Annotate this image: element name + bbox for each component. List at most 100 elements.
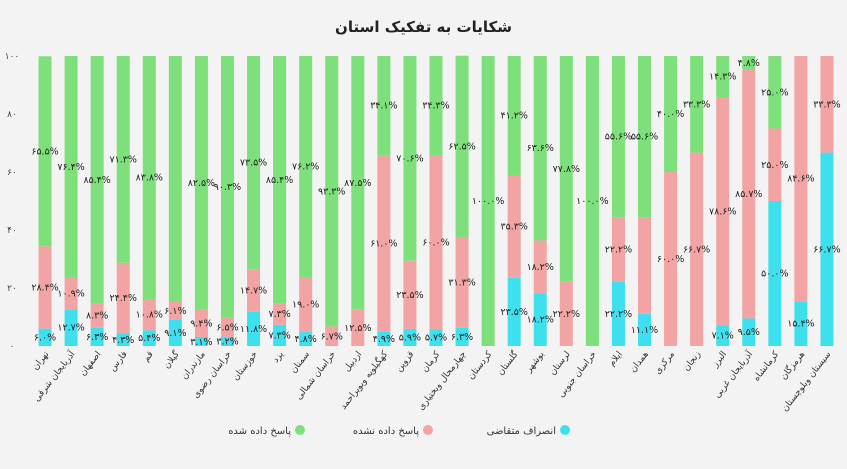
data-label: ۱۸.۲% [527, 262, 554, 273]
data-label: ۶۵.۵% [31, 146, 58, 157]
data-label: ۹۰.۳% [214, 182, 241, 193]
data-label: ۳۴.۳% [422, 101, 449, 112]
bar-segment [742, 56, 756, 70]
data-label: ۵.۴% [138, 333, 160, 344]
x-tick-label: گیلان [161, 348, 183, 371]
data-label: ۶.۳% [86, 332, 108, 343]
data-label: ۱۱.۸% [240, 324, 267, 335]
x-tick-label: همدان [628, 350, 651, 375]
bar-segment [325, 56, 339, 327]
bar-segment [820, 152, 834, 346]
data-label: ۵۵.۶% [605, 132, 632, 143]
x-tick-label: زنجان [682, 350, 703, 374]
bar-segment [690, 152, 704, 346]
data-label: ۸۳.۸% [136, 173, 163, 184]
data-label: ۶.۰% [34, 332, 56, 343]
data-label: ۶۶.۷% [813, 244, 840, 255]
data-label: ۷۸.۶% [709, 206, 736, 217]
bar-segment [611, 56, 625, 218]
data-label: ۶.۱% [164, 306, 186, 317]
bar-segment [481, 56, 495, 346]
x-tick-label: بوشهر [523, 350, 546, 376]
bar-segment [194, 337, 208, 346]
y-tick-label: ۲۰ [7, 284, 17, 294]
y-tick-label: ۴۰ [7, 226, 17, 236]
bar-segment [429, 329, 443, 346]
data-label: ۹.۴% [190, 318, 212, 329]
bar-segment [533, 56, 547, 241]
data-label: ۲۵.۰% [761, 160, 788, 171]
bar-segment [116, 262, 130, 334]
bar-segment [611, 217, 625, 282]
bar-segment [533, 293, 547, 346]
bar-segment [90, 327, 104, 346]
y-tick-label: ۰ [10, 342, 15, 352]
legend-marker [560, 425, 570, 435]
x-tick-label: البرز [710, 350, 729, 371]
bar-segment [559, 281, 573, 346]
bar-segment [273, 324, 287, 346]
x-tick-label: اصفهان [78, 350, 103, 378]
bars [38, 55, 834, 346]
x-tick-label: خوزستان [231, 350, 260, 383]
bar-segment [38, 56, 52, 247]
bar-segment [299, 56, 313, 277]
x-tick-label: گلستان [494, 348, 521, 378]
x-tick-label: سمنان [289, 350, 312, 376]
data-label: ۱۲.۵% [344, 323, 371, 334]
bar-segment [247, 56, 261, 270]
bar-segment [273, 56, 287, 304]
data-label: ۶۱.۰% [370, 238, 397, 249]
x-tick-label: هرمزگان [777, 348, 807, 382]
data-label: ۱۴.۷% [240, 285, 267, 296]
bar-segment [273, 303, 287, 325]
bar-segment [142, 330, 156, 346]
data-label: ۷۶.۲% [292, 161, 319, 172]
x-tick-label: قزوین [394, 350, 416, 374]
data-label: ۸۵.۴% [266, 175, 293, 186]
data-label: ۳.۱% [190, 337, 212, 348]
bar-segment [820, 56, 834, 153]
y-axis: ۰ ۲۰ ۴۰ ۶۰ ۸۰ ۱۰۰ [5, 52, 20, 352]
bar-segment [194, 309, 208, 338]
data-label: ۱۱.۱% [631, 325, 658, 336]
x-tick-label: قم [141, 350, 155, 364]
data-label: ۱۲.۷% [57, 323, 84, 334]
bar-segment [455, 236, 469, 328]
data-label: ۳.۲% [216, 337, 238, 348]
data-label: ۱۴.۳% [709, 72, 736, 83]
data-label: ۷.۱% [712, 331, 734, 342]
data-label: ۹.۱% [164, 328, 186, 339]
x-tick-label: اردبیل [342, 350, 364, 374]
bar-segment [38, 246, 52, 329]
bar-segment [90, 56, 104, 304]
bar-segment [638, 217, 652, 314]
data-label: ۲۲.۲% [605, 244, 632, 255]
data-label: ۲۸.۴% [31, 282, 58, 293]
data-label: ۹.۵% [738, 327, 760, 338]
x-tick-label: مرکزی [653, 350, 677, 377]
data-label: ۸۷.۵% [344, 178, 371, 189]
bar-segment [742, 318, 756, 346]
data-label: ۶۰.۰% [422, 237, 449, 248]
bar-segment [664, 172, 678, 346]
bar-segment [455, 55, 469, 237]
bar-segment [768, 128, 782, 201]
data-label: ۳۴.۱% [370, 100, 397, 111]
x-tick-label: یزد [271, 349, 286, 365]
data-label: ۲۳.۵% [501, 307, 528, 318]
x-tick-label: کرمان [420, 349, 443, 374]
bar-segment [64, 309, 78, 346]
y-tick-label: ۶۰ [7, 168, 17, 178]
data-label: ۸۴.۶% [787, 174, 814, 185]
bar-segment [585, 56, 599, 346]
x-tick-label: کهگیلویه وبویراحمد [337, 348, 391, 412]
bar-segment [533, 240, 547, 294]
bar-segment [299, 276, 313, 333]
legend-label: پاسخ داده نشده [353, 426, 419, 437]
data-label: ۲۵.۰% [761, 87, 788, 98]
data-label: ۷۶.۴% [57, 162, 84, 173]
